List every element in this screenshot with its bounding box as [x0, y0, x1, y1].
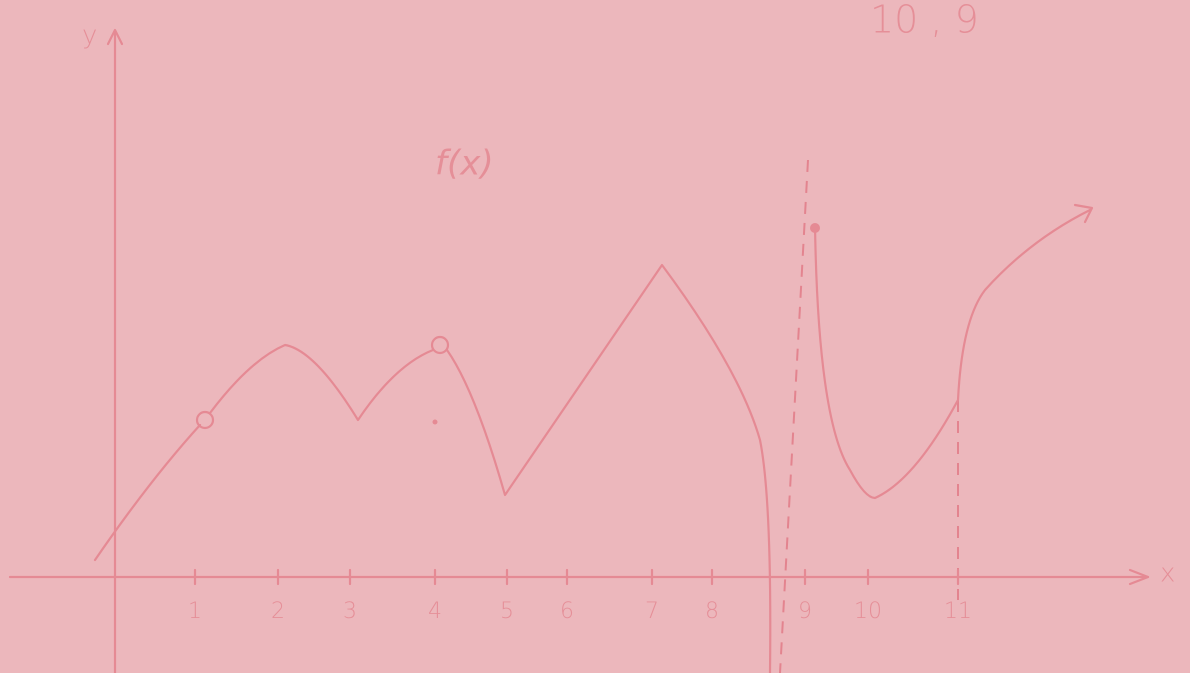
x-tick-label: 6	[560, 599, 574, 624]
closed-point	[810, 223, 820, 233]
function-label: f(x)	[435, 144, 494, 184]
x-tick-label: 5	[500, 599, 514, 624]
x-tick-label: 8	[705, 599, 719, 624]
x-tick-label: 7	[645, 599, 659, 624]
dot	[433, 420, 438, 425]
x-tick-label: 9	[798, 599, 812, 624]
x-tick-label: 4	[428, 599, 442, 624]
x-tick-label: 1	[188, 599, 202, 624]
note: 10 , 9	[870, 0, 979, 42]
page: {"axes": {"y_label": "y", "x_label": "x"…	[0, 0, 1190, 673]
x-tick-label: 11	[944, 599, 972, 624]
x-axis-label: x	[1160, 559, 1175, 589]
y-axis-label: y	[82, 21, 97, 51]
x-tick-label: 3	[343, 599, 357, 624]
hand-drawn-graph: y x 10 , 9 f(x) 1 2 3 4 5 6 7 8 9 10 11	[0, 0, 1190, 673]
paper	[0, 0, 1190, 673]
x-tick-label: 2	[271, 599, 285, 624]
x-tick-label: 10	[854, 599, 882, 624]
